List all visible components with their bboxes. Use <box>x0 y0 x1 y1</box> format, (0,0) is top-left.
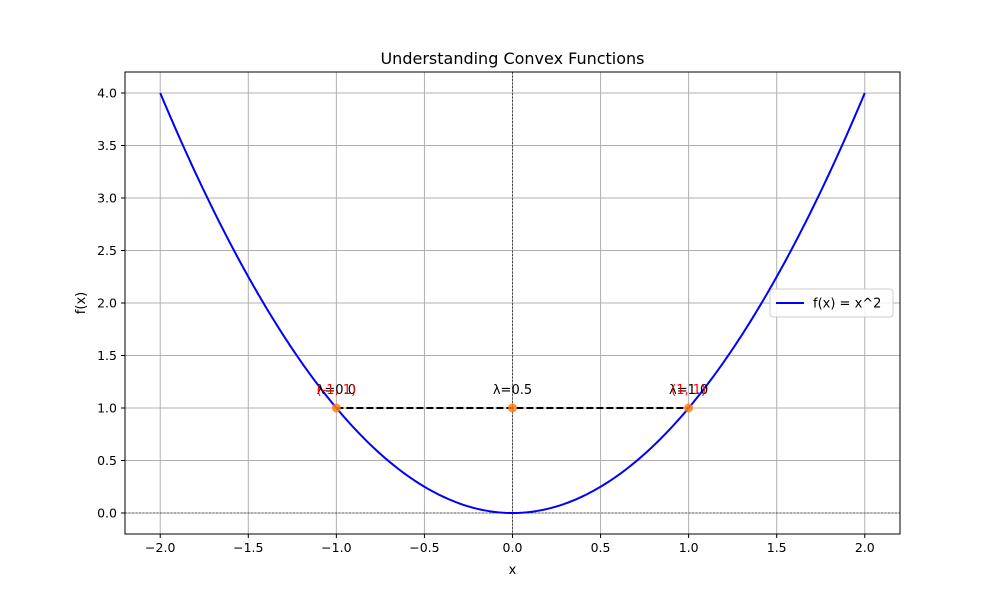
point-annotation: (-1, 1) <box>317 383 357 398</box>
y-tick-label: 2.5 <box>97 243 117 258</box>
y-tick-label: 4.0 <box>97 86 117 101</box>
series-layer <box>159 92 866 515</box>
series-line-f-x-squared <box>159 92 866 515</box>
y-tick-label: 3.5 <box>97 138 117 153</box>
legend-box <box>769 288 894 318</box>
x-tick-label: 0.0 <box>503 540 523 555</box>
y-tick-label: 1.0 <box>97 401 117 416</box>
legend-label: f(x) = x^2 <box>813 297 881 312</box>
y-tick-label: 0.5 <box>97 453 117 468</box>
x-tick-label: −1.0 <box>321 540 351 555</box>
x-tick-label: −2.0 <box>145 540 175 555</box>
point-annotation: λ=0.0 <box>317 383 356 398</box>
legend: f(x) = x^2 <box>769 288 894 318</box>
x-tick-label: −0.5 <box>409 540 439 555</box>
reference-lines <box>125 72 900 534</box>
x-axis-label: x <box>509 563 517 578</box>
y-tick-label: 2.0 <box>97 296 117 311</box>
y-axis-label: f(x) <box>74 292 89 314</box>
point-annotation: (1, 1) <box>671 383 706 398</box>
y-tick-label: 3.0 <box>97 191 117 206</box>
chart-title: Understanding Convex Functions <box>380 49 644 68</box>
points-layer <box>331 403 694 413</box>
x-tick-label: −1.5 <box>233 540 263 555</box>
data-point <box>331 403 341 413</box>
y-axis-ticks: 0.0 0.5 1.0 1.5 2.0 2.5 3.0 3.5 4.0 <box>97 86 125 521</box>
x-axis-ticks: −2.0 −1.5 −1.0 −0.5 0.0 0.5 1.0 1.5 2.0 <box>145 534 875 555</box>
y-tick-label: 0.0 <box>97 506 117 521</box>
point-annotation: λ=1.0 <box>669 383 708 398</box>
x-tick-label: 0.5 <box>591 540 611 555</box>
x-tick-label: 1.5 <box>767 540 787 555</box>
y-tick-label: 1.5 <box>97 348 117 363</box>
x-tick-label: 1.0 <box>679 540 699 555</box>
data-point <box>684 403 694 413</box>
annotations-layer: λ=0.0(-1, 1) λ=0.5 λ=1.0(1, 1) <box>317 383 709 398</box>
x-tick-label: 2.0 <box>855 540 875 555</box>
point-annotation: λ=0.5 <box>493 383 532 398</box>
data-point <box>508 403 517 413</box>
